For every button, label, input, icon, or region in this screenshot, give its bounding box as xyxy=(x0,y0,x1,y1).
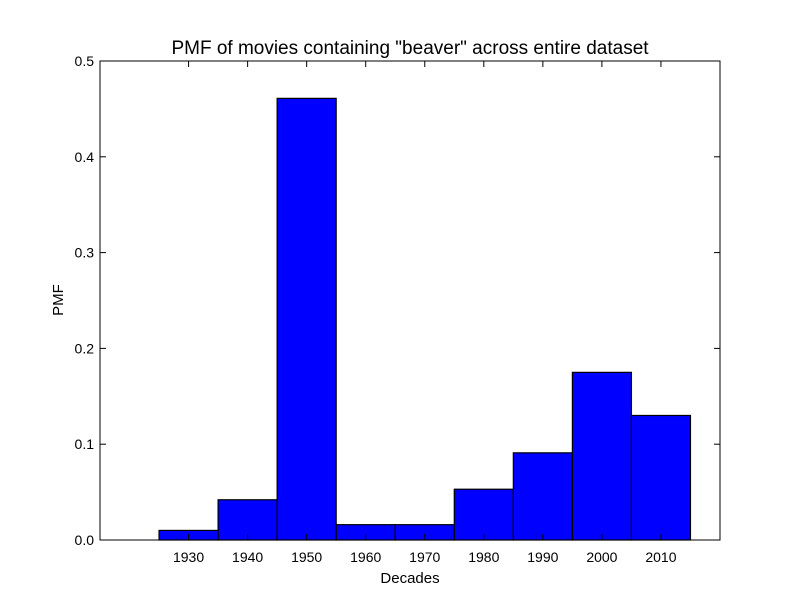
x-tick-label: 1940 xyxy=(232,549,263,565)
x-tick-label: 1930 xyxy=(173,549,204,565)
plot-frame xyxy=(99,60,721,541)
x-tick-label: 2010 xyxy=(645,549,676,565)
bar-1940 xyxy=(217,499,278,541)
ticks-layer: 1930 1940 1950 1960 1970 1980 1990 2000 2010 0.0 0… xyxy=(75,53,720,565)
x-axis-label: Decades xyxy=(380,570,439,587)
bar-2000 xyxy=(571,371,633,541)
bar-1980 xyxy=(453,488,514,541)
x-tick-label: 1960 xyxy=(350,549,381,565)
y-tick-label: 0.5 xyxy=(75,53,95,69)
bar-2010 xyxy=(630,414,692,541)
y-axis-label: PMF xyxy=(50,284,67,316)
y-tick-label: 0.0 xyxy=(75,532,95,548)
bar-1990 xyxy=(512,452,573,541)
x-tick-label: 1970 xyxy=(409,549,440,565)
x-tick-label: 2000 xyxy=(586,549,617,565)
chart-title: PMF of movies containing "beaver" across… xyxy=(171,38,649,59)
x-tick-label: 1950 xyxy=(291,549,322,565)
bars-layer xyxy=(158,97,692,541)
y-tick-label: 0.4 xyxy=(75,149,95,165)
y-tick-label: 0.3 xyxy=(75,245,95,261)
x-tick-label: 1980 xyxy=(468,549,499,565)
y-tick-label: 0.2 xyxy=(75,340,95,356)
y-tick-label: 0.1 xyxy=(75,436,95,452)
bar-1950 xyxy=(276,97,337,541)
x-tick-label: 1990 xyxy=(527,549,558,565)
